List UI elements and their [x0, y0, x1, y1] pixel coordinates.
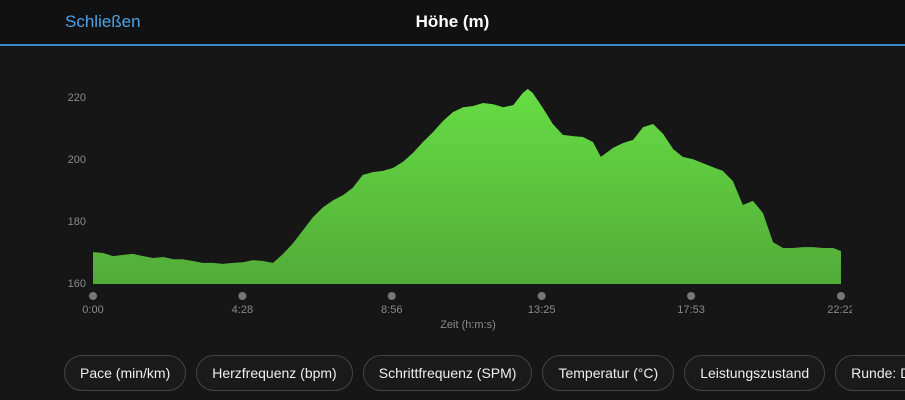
button-row: Pace (min/km) Herzfrequenz (bpm) Schrittfr…	[64, 355, 905, 391]
metric-button[interactable]: Herzfrequenz (bpm)	[196, 355, 353, 391]
x-tick-dot	[89, 292, 97, 300]
x-axis-label: Zeit (h:m:s)	[440, 319, 496, 331]
metric-button[interactable]: Runde: Dur	[835, 355, 905, 391]
close-button[interactable]: Schließen	[65, 12, 141, 31]
x-tick-label: 17:53	[677, 304, 705, 316]
y-tick-label: 200	[68, 154, 86, 166]
x-tick-dot	[387, 292, 396, 300]
header: Schließen Höhe (m)	[0, 0, 905, 46]
chart: Zeit (h:m:s) 160 180 200 220 0:00 4:28 8:56 13:…	[68, 89, 855, 331]
metric-button[interactable]: Leistungszustand	[684, 355, 826, 391]
x-tick-label: 8:56	[381, 304, 402, 316]
x-tick-label: 4:28	[232, 304, 253, 316]
y-tick-label: 180	[68, 216, 86, 228]
metric-button[interactable]: Schrittfrequenz (SPM)	[362, 355, 533, 391]
elevation-area	[93, 89, 841, 284]
chart-title: Höhe (m)	[415, 12, 490, 31]
x-tick-label: 22:22	[827, 304, 855, 316]
x-tick-dot	[837, 292, 845, 300]
x-tick-label: 0:00	[82, 304, 103, 316]
x-tick-dot	[238, 292, 247, 300]
x-tick-label: 13:25	[528, 304, 556, 316]
x-tick-dot	[537, 292, 546, 300]
metric-button[interactable]: Temperatur (°C)	[542, 355, 675, 391]
x-tick-dot	[687, 292, 696, 300]
metric-button[interactable]: Pace (min/km)	[64, 355, 187, 391]
x-axis: 0:00 4:28 8:56 13:25 17:53 22:22	[82, 292, 855, 316]
y-tick-label: 220	[68, 92, 86, 104]
y-tick-label: 160	[68, 278, 86, 290]
